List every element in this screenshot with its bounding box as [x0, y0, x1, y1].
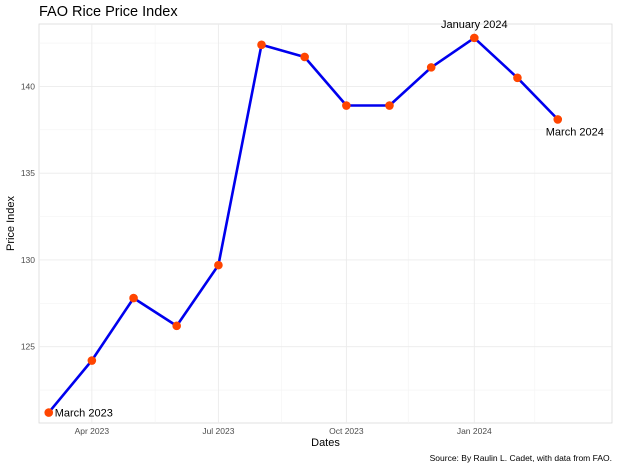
- y-tick-label: 140: [21, 81, 35, 91]
- point-annotation: March 2024: [546, 126, 604, 138]
- data-point: [385, 101, 394, 110]
- point-annotation: March 2023: [55, 408, 113, 420]
- annotations: March 2023 January 2024 March 2024: [55, 19, 604, 420]
- plot-panel: [38, 23, 613, 424]
- x-tick-label: Apr 2023: [75, 426, 110, 436]
- x-axis-ticks: Apr 2023 Jul 2023 Oct 2023 Jan 2024: [75, 426, 492, 436]
- y-tick-label: 135: [21, 168, 35, 178]
- data-point: [513, 73, 522, 83]
- x-tick-label: Jul 2023: [202, 426, 234, 436]
- data-point: [44, 408, 54, 417]
- y-tick-label: 130: [21, 255, 35, 265]
- point-annotation: January 2024: [441, 19, 508, 31]
- x-axis-label: Dates: [311, 437, 340, 449]
- data-point: [300, 52, 309, 62]
- data-point: [470, 33, 479, 43]
- data-point: [172, 321, 181, 331]
- data-point: [426, 63, 436, 72]
- data-point: [342, 101, 351, 110]
- data-point: [553, 115, 563, 124]
- x-tick-label: Jan 2024: [457, 426, 492, 436]
- data-point: [87, 356, 97, 365]
- data-points: [44, 33, 563, 417]
- chart-title: FAO Rice Price Index: [39, 4, 178, 20]
- y-axis-label: Price Index: [5, 195, 17, 251]
- grid-minor: [39, 24, 612, 423]
- data-point: [214, 260, 223, 270]
- source-caption: Source: By Raulin L. Cadet, with data fr…: [430, 453, 612, 463]
- x-tick-label: Oct 2023: [329, 426, 364, 436]
- data-point: [257, 40, 266, 50]
- y-tick-label: 125: [21, 342, 35, 352]
- data-point: [129, 293, 138, 303]
- y-axis-ticks: 125 130 135 140: [21, 81, 35, 351]
